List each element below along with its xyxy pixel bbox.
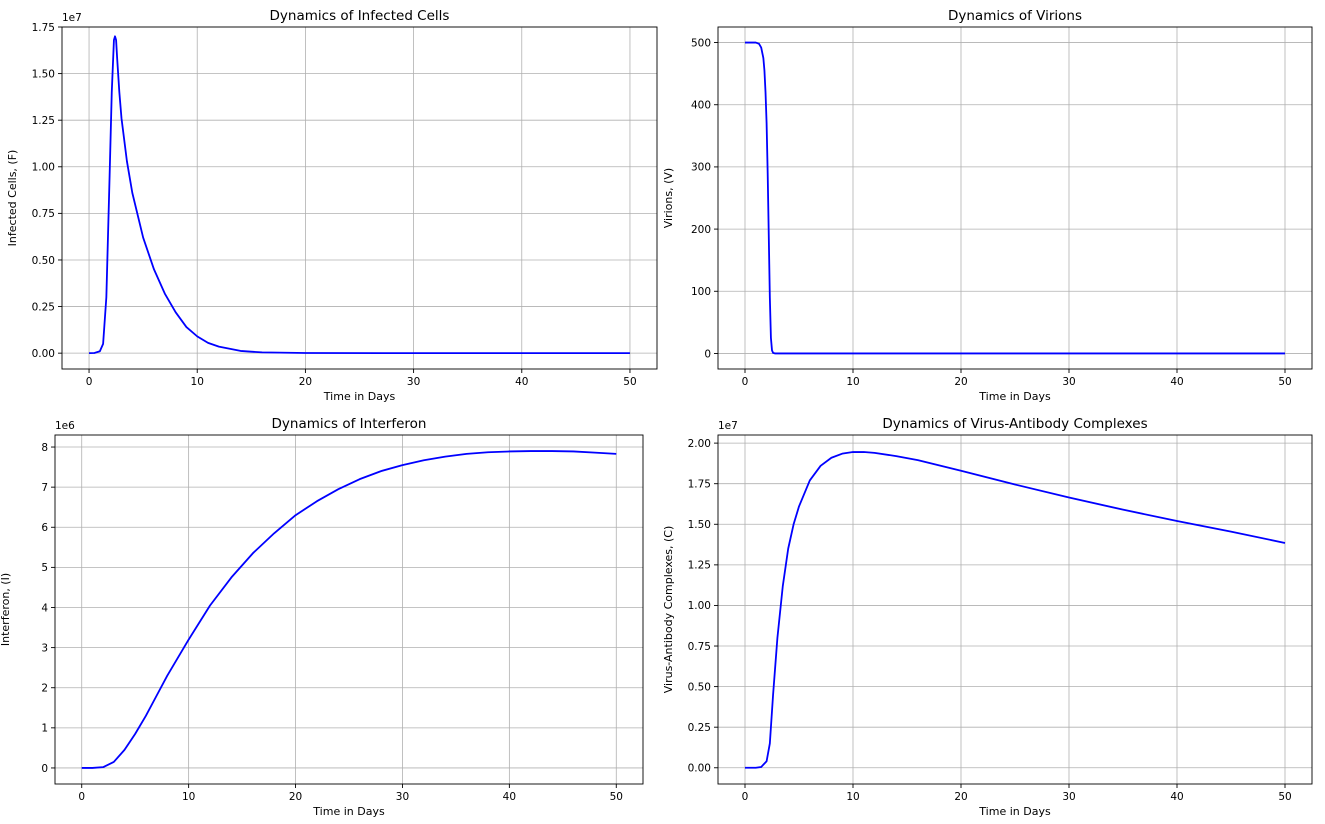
infected-cells-title: Dynamics of Infected Cells [270,8,450,24]
infected-cells-x-tick-label-3: 30 [407,376,420,388]
infected-cells-x-axis-label: Time in Days [323,390,396,403]
infected-cells-offset-label: 1e7 [62,12,82,24]
virus-antibody-complexes-x-tick-label-2: 20 [954,791,967,803]
virions-y-tick-label-5: 500 [691,37,711,49]
virions-y-axis-label: Virions, (V) [662,168,675,228]
infected-cells-x-tick-label-0: 0 [86,376,93,388]
interferon-y-tick-label-3: 3 [41,642,48,654]
virions-x-tick-label-5: 50 [1278,376,1291,388]
virions-x-axis-label: Time in Days [978,390,1051,403]
virus-antibody-complexes-x-tick-label-3: 30 [1062,791,1075,803]
chart-interferon: 0 10 20 30 40 50 0 1 2 3 4 5 6 7 8 Dynamics of Interfer… [0,416,644,818]
virions-y-tick-label-2: 200 [691,224,711,236]
interferon-x-tick-label-2: 20 [289,791,302,803]
interferon-plot-frame [54,434,644,785]
interferon-y-tick-label-4: 4 [41,602,48,614]
interferon-offset-label: 1e6 [55,420,75,432]
virus-antibody-complexes-x-tick-label-0: 0 [742,791,749,803]
virions-x-tick-label-0: 0 [742,376,749,388]
virions-y-tick-label-3: 300 [691,162,711,174]
infected-cells-y-tick-label-7: 1.75 [32,22,55,34]
interferon-y-tick-label-0: 0 [41,763,48,775]
virus-antibody-complexes-x-axis-label: Time in Days [978,805,1051,818]
infected-cells-y-tick-label-6: 1.50 [32,68,55,80]
infected-cells-series-line-0 [89,35,630,355]
virus-antibody-complexes-title: Dynamics of Virus-Antibody Complexes [882,416,1147,432]
virus-antibody-complexes-y-axis-label: Virus-Antibody Complexes, (C) [662,526,675,694]
interferon-x-axis-label: Time in Days [312,805,385,818]
interferon-x-tick-label-3: 30 [396,791,409,803]
interferon-x-tick-label-4: 40 [503,791,516,803]
virions-plot-frame [717,26,1313,370]
virus-antibody-complexes-y-tick-label-2: 0.50 [688,681,711,693]
infected-cells-y-tick-label-3: 0.75 [32,208,55,220]
interferon-x-tick-label-1: 10 [182,791,195,803]
virions-y-tick-label-0: 0 [704,348,711,360]
interferon-y-tick-label-6: 6 [41,522,48,534]
virus-antibody-complexes-y-tick-label-4: 1.00 [688,600,711,612]
virus-antibody-complexes-y-tick-label-8: 2.00 [688,438,711,450]
virions-y-tick-label-4: 400 [691,100,711,112]
interferon-series-line-0 [81,450,617,769]
virions-series-line-0 [745,41,1285,355]
virus-antibody-complexes-y-tick-label-6: 1.50 [688,519,711,531]
infected-cells-plot-frame [61,26,658,370]
virions-x-tick-label-2: 20 [954,376,967,388]
infected-cells-x-tick-label-4: 40 [515,376,528,388]
virus-antibody-complexes-plot-frame [717,434,1313,785]
virus-antibody-complexes-y-tick-label-0: 0.00 [688,763,711,775]
interferon-y-tick-label-8: 8 [41,442,48,454]
virus-antibody-complexes-x-tick-label-5: 50 [1278,791,1291,803]
virus-antibody-complexes-y-tick-label-3: 0.75 [688,641,711,653]
infected-cells-x-tick-label-2: 20 [299,376,312,388]
interferon-x-tick-label-5: 50 [610,791,623,803]
infected-cells-y-tick-label-2: 0.50 [32,255,55,267]
infected-cells-y-tick-label-4: 1.00 [32,162,55,174]
virions-x-tick-label-1: 10 [846,376,859,388]
interferon-x-tick-label-0: 0 [78,791,85,803]
virus-antibody-complexes-y-tick-label-7: 1.75 [688,478,711,490]
interferon-y-tick-label-5: 5 [41,562,48,574]
virions-title: Dynamics of Virions [948,8,1082,24]
virions-x-tick-label-4: 40 [1170,376,1183,388]
interferon-title: Dynamics of Interferon [272,416,427,432]
virus-antibody-complexes-y-tick-label-5: 1.25 [688,560,711,572]
virions-y-tick-label-1: 100 [691,286,711,298]
interferon-y-axis-label: Interferon, (I) [0,573,12,646]
interferon-y-tick-label-1: 1 [41,723,48,735]
virus-antibody-complexes-offset-label: 1e7 [718,420,738,432]
infected-cells-x-tick-label-1: 10 [191,376,204,388]
infected-cells-y-tick-label-0: 0.00 [32,348,55,360]
infected-cells-x-tick-label-5: 50 [623,376,636,388]
virus-antibody-complexes-y-tick-label-1: 0.25 [688,722,711,734]
infected-cells-y-tick-label-1: 0.25 [32,301,55,313]
virus-antibody-complexes-x-tick-label-4: 40 [1170,791,1183,803]
interferon-y-tick-label-2: 2 [41,683,48,695]
infected-cells-y-axis-label: Infected Cells, (F) [6,150,19,247]
virus-antibody-complexes-x-tick-label-1: 10 [846,791,859,803]
virions-x-tick-label-3: 30 [1062,376,1075,388]
infected-cells-y-tick-label-5: 1.25 [32,115,55,127]
chart-infected-cells: 0 10 20 30 40 50 0.00 0.25 0.50 0.75 1.00 1.25 1.50 1… [6,8,658,403]
interferon-y-tick-label-7: 7 [41,482,48,494]
chart-virus-antibody-complexes: 0 10 20 30 40 50 0.00 0.25 0.50 0.75 1.00 1.25 1.50 1… [662,416,1313,818]
virus-antibody-complexes-series-line-0 [745,451,1286,769]
